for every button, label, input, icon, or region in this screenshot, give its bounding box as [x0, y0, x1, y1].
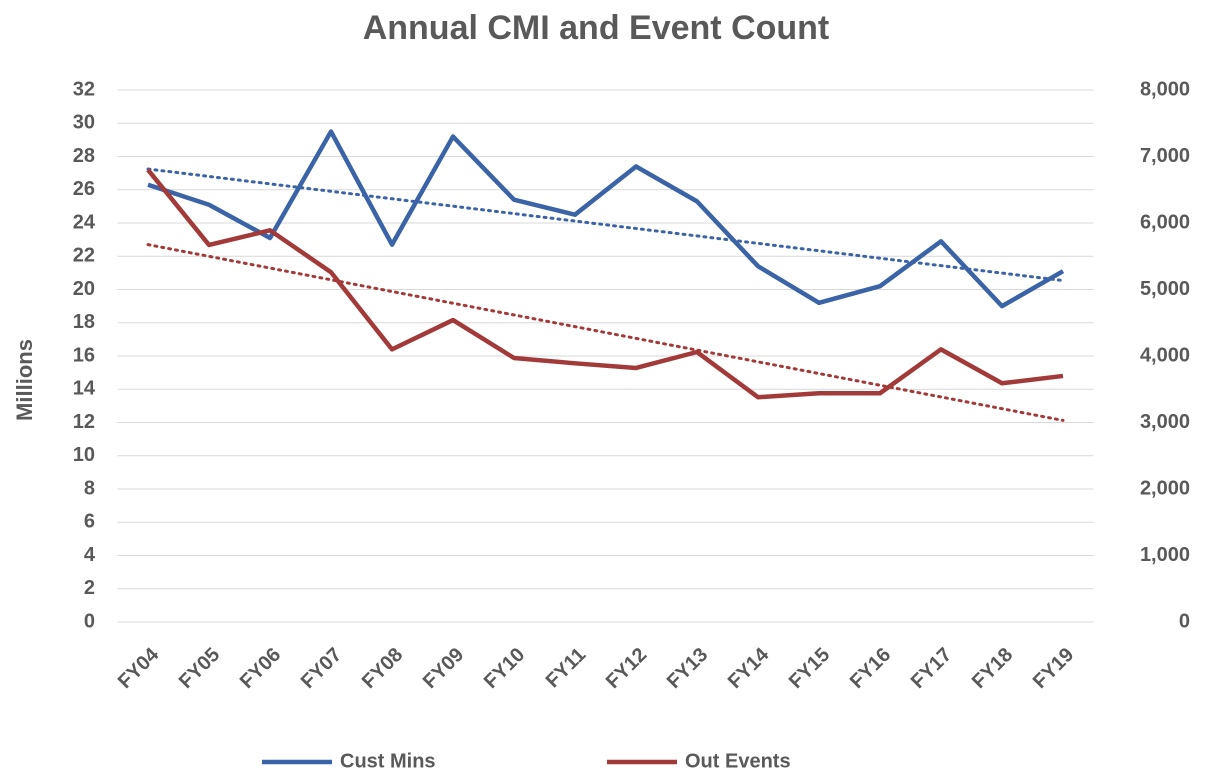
- chart-title: Annual CMI and Event Count: [363, 9, 830, 47]
- x-tick-label: FY16: [846, 644, 895, 693]
- y-axis-title: Millions: [12, 339, 37, 421]
- y-tick-label: 16: [73, 344, 95, 366]
- y-tick-label: 20: [73, 278, 95, 300]
- trendline: [146, 167, 1065, 283]
- legend-label: Cust Mins: [340, 750, 436, 772]
- trendline: [146, 243, 1065, 422]
- y-tick-label: 18: [73, 311, 95, 333]
- y-tick-label: 28: [73, 145, 95, 167]
- x-tick-label: FY10: [480, 644, 529, 693]
- y2-tick-label: 6,000: [1140, 211, 1190, 233]
- x-tick-label: FY07: [297, 644, 346, 693]
- x-tick-label: FY08: [358, 644, 407, 693]
- y2-tick-label: 3,000: [1140, 411, 1190, 433]
- y-tick-label: 0: [84, 610, 95, 632]
- x-tick-label: FY13: [663, 644, 712, 693]
- x-tick-label: FY04: [114, 643, 164, 693]
- x-tick-label: FY09: [419, 644, 468, 693]
- y-tick-label: 4: [84, 544, 96, 566]
- x-tick-label: FY05: [175, 644, 224, 693]
- x-tick-label: FY06: [236, 644, 285, 693]
- x-tick-label: FY14: [724, 643, 774, 693]
- y2-tick-label: 4,000: [1140, 344, 1190, 366]
- x-tick-label: FY19: [1029, 644, 1078, 693]
- y-tick-label: 30: [73, 112, 95, 134]
- y-tick-label: 8: [84, 477, 95, 499]
- y-tick-label: 12: [73, 411, 95, 433]
- y-tick-label: 2: [84, 577, 95, 599]
- y-tick-label: 10: [73, 444, 95, 466]
- y2-tick-label: 2,000: [1140, 477, 1190, 499]
- x-tick-label: FY18: [968, 644, 1017, 693]
- series-line: [146, 168, 1064, 400]
- x-tick-label: FY12: [602, 644, 651, 693]
- x-tick-label: FY17: [907, 644, 956, 693]
- y2-tick-label: 8,000: [1140, 78, 1190, 100]
- y-tick-label: 32: [73, 78, 95, 100]
- y-tick-label: 22: [73, 245, 95, 267]
- y-tick-label: 26: [73, 178, 95, 200]
- y-tick-label: 6: [84, 511, 95, 533]
- y2-tick-label: 0: [1179, 610, 1190, 632]
- y-tick-label: 24: [73, 211, 96, 233]
- legend-label: Out Events: [685, 750, 791, 772]
- y-tick-label: 14: [73, 378, 96, 400]
- y2-tick-label: 5,000: [1140, 278, 1190, 300]
- y2-tick-label: 1,000: [1140, 544, 1190, 566]
- x-tick-label: FY11: [542, 644, 591, 693]
- x-tick-label: FY15: [785, 644, 834, 693]
- series-line: [147, 129, 1065, 309]
- y2-tick-label: 7,000: [1140, 145, 1190, 167]
